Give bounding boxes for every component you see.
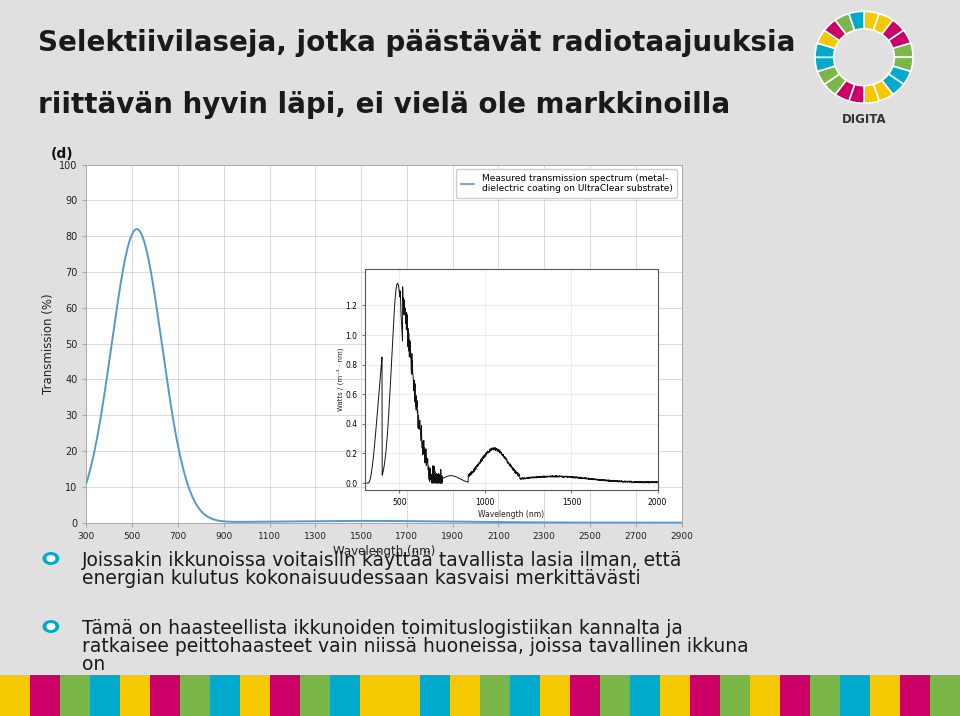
Wedge shape bbox=[835, 14, 854, 34]
Wedge shape bbox=[893, 43, 913, 57]
Wedge shape bbox=[825, 20, 846, 41]
Bar bbox=[630, 675, 660, 716]
Bar bbox=[300, 675, 330, 716]
Bar bbox=[480, 675, 510, 716]
Bar bbox=[360, 675, 390, 716]
Bar bbox=[570, 675, 600, 716]
Bar bbox=[780, 675, 810, 716]
Wedge shape bbox=[815, 57, 835, 72]
Bar bbox=[180, 675, 210, 716]
Bar bbox=[840, 675, 870, 716]
Text: energian kulutus kokonaisuudessaan kasvaisi merkittävästi: energian kulutus kokonaisuudessaan kasva… bbox=[82, 569, 640, 589]
Bar bbox=[0, 675, 30, 716]
Bar bbox=[690, 675, 720, 716]
Bar bbox=[240, 675, 270, 716]
X-axis label: Wavelength (nm): Wavelength (nm) bbox=[478, 510, 544, 519]
Text: on: on bbox=[82, 655, 105, 674]
Y-axis label: Transmission (%): Transmission (%) bbox=[42, 294, 55, 394]
Wedge shape bbox=[889, 30, 911, 49]
Wedge shape bbox=[815, 43, 835, 57]
Bar bbox=[450, 675, 480, 716]
Text: riittävän hyvin läpi, ei vielä ole markkinoilla: riittävän hyvin läpi, ei vielä ole markk… bbox=[38, 91, 731, 119]
Wedge shape bbox=[874, 14, 893, 34]
Wedge shape bbox=[889, 66, 911, 84]
Bar bbox=[120, 675, 150, 716]
Text: Selektiivilaseja, jotka päästävät radiotaajuuksia: Selektiivilaseja, jotka päästävät radiot… bbox=[38, 29, 796, 57]
Bar bbox=[90, 675, 120, 716]
Bar bbox=[150, 675, 180, 716]
Wedge shape bbox=[825, 74, 846, 95]
Wedge shape bbox=[864, 84, 879, 103]
Wedge shape bbox=[864, 11, 879, 30]
Wedge shape bbox=[874, 80, 893, 101]
Text: (d): (d) bbox=[51, 147, 73, 161]
Bar bbox=[810, 675, 840, 716]
Wedge shape bbox=[835, 80, 854, 101]
Bar bbox=[510, 675, 540, 716]
Bar bbox=[390, 675, 420, 716]
Bar bbox=[720, 675, 750, 716]
Bar bbox=[930, 675, 960, 716]
Wedge shape bbox=[849, 84, 864, 103]
Text: ratkaisee peittohaasteet vain niissä huoneissa, joissa tavallinen ikkuna: ratkaisee peittohaasteet vain niissä huo… bbox=[82, 637, 748, 657]
Bar bbox=[330, 675, 360, 716]
Bar bbox=[210, 675, 240, 716]
Wedge shape bbox=[882, 74, 903, 95]
Bar bbox=[870, 675, 900, 716]
Wedge shape bbox=[817, 66, 839, 84]
Bar bbox=[30, 675, 60, 716]
Wedge shape bbox=[893, 57, 913, 72]
Bar bbox=[600, 675, 630, 716]
Text: Tämä on haasteellista ikkunoiden toimituslogistiikan kannalta ja: Tämä on haasteellista ikkunoiden toimitu… bbox=[82, 619, 683, 639]
Bar bbox=[270, 675, 300, 716]
Bar bbox=[750, 675, 780, 716]
Wedge shape bbox=[849, 11, 864, 30]
Bar bbox=[660, 675, 690, 716]
X-axis label: Wavelength (nm): Wavelength (nm) bbox=[333, 545, 435, 558]
Wedge shape bbox=[817, 30, 839, 49]
Bar bbox=[420, 675, 450, 716]
Bar bbox=[900, 675, 930, 716]
Text: Joissakin ikkunoissa voitaisiin käyttää tavallista lasia ilman, että: Joissakin ikkunoissa voitaisiin käyttää … bbox=[82, 551, 682, 571]
Bar bbox=[540, 675, 570, 716]
Text: DIGITA: DIGITA bbox=[842, 113, 886, 127]
Wedge shape bbox=[882, 20, 903, 41]
Bar bbox=[60, 675, 90, 716]
Y-axis label: Watts / (m⁻² · nm): Watts / (m⁻² · nm) bbox=[336, 348, 344, 411]
Legend: Measured transmission spectrum (metal-
dielectric coating on UltraClear substrat: Measured transmission spectrum (metal- d… bbox=[456, 169, 677, 198]
